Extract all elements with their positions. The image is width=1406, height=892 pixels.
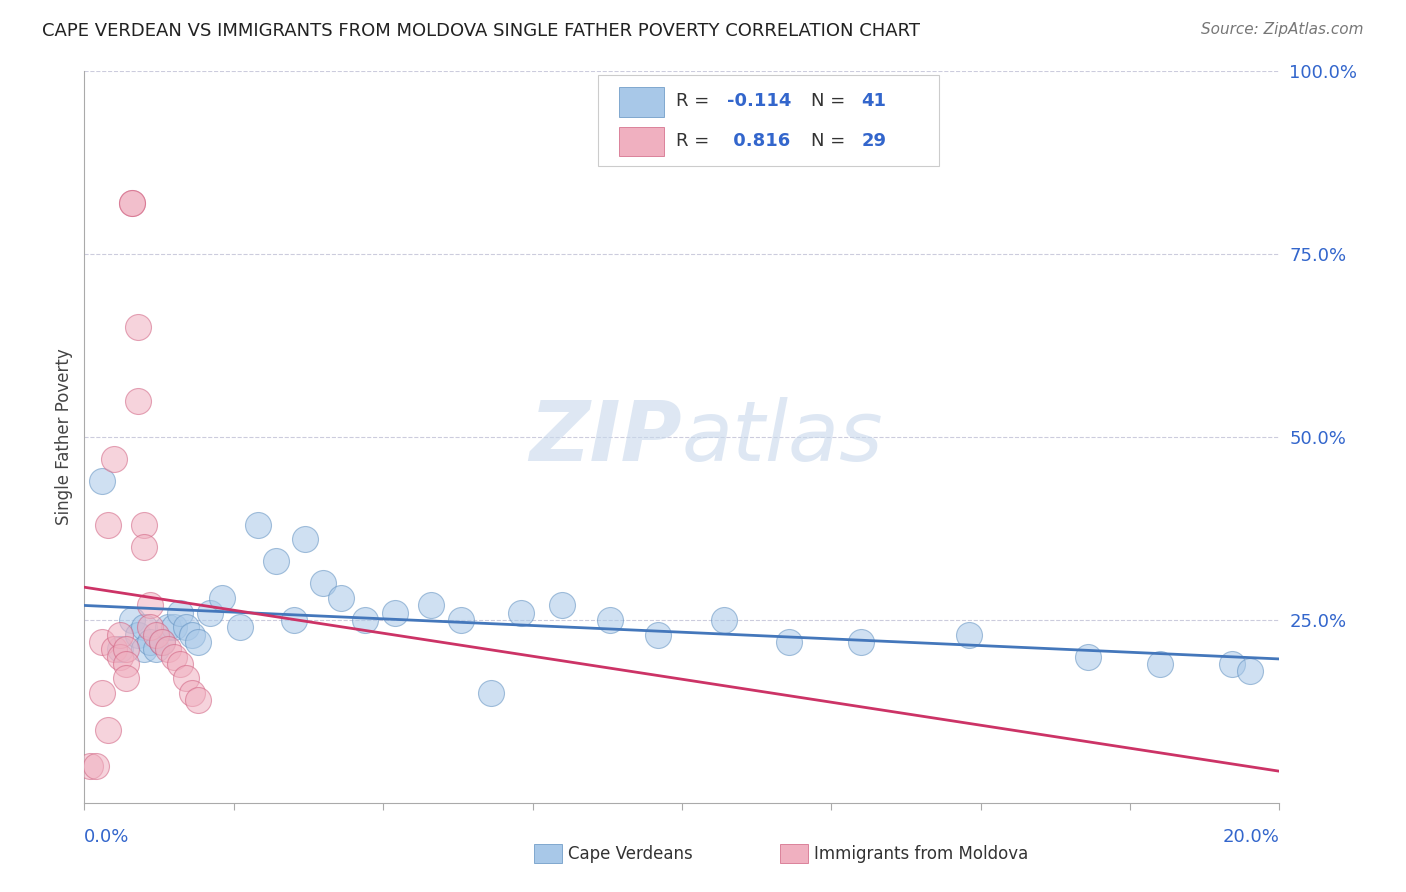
- Point: [139, 635, 162, 649]
- Point: [115, 642, 138, 657]
- Point: [132, 540, 156, 554]
- Point: [187, 693, 209, 707]
- Point: [91, 474, 114, 488]
- FancyBboxPatch shape: [599, 75, 939, 167]
- Text: Source: ZipAtlas.com: Source: ZipAtlas.com: [1201, 22, 1364, 37]
- Point: [86, 759, 108, 773]
- Point: [163, 620, 186, 634]
- Point: [211, 591, 233, 605]
- Point: [294, 533, 316, 547]
- Text: ZIP: ZIP: [529, 397, 682, 477]
- Point: [121, 196, 143, 211]
- Point: [779, 635, 801, 649]
- Text: -0.114: -0.114: [727, 93, 792, 111]
- Point: [127, 320, 149, 334]
- Point: [264, 554, 287, 568]
- Point: [187, 635, 209, 649]
- Point: [150, 635, 173, 649]
- Point: [1149, 657, 1171, 671]
- Point: [174, 620, 197, 634]
- Point: [145, 642, 167, 657]
- Text: 29: 29: [862, 132, 886, 150]
- Point: [110, 627, 132, 641]
- Point: [127, 627, 149, 641]
- Point: [97, 723, 120, 737]
- Point: [163, 649, 186, 664]
- Text: N =: N =: [811, 93, 851, 111]
- Point: [121, 613, 143, 627]
- Point: [97, 517, 120, 532]
- Point: [110, 642, 132, 657]
- Text: Immigrants from Moldova: Immigrants from Moldova: [814, 845, 1028, 863]
- Point: [79, 759, 101, 773]
- Point: [91, 686, 114, 700]
- Point: [150, 635, 173, 649]
- Point: [551, 599, 574, 613]
- Bar: [619, 87, 664, 117]
- Point: [354, 613, 377, 627]
- Point: [169, 657, 191, 671]
- Point: [283, 613, 305, 627]
- Text: 0.816: 0.816: [727, 132, 790, 150]
- Point: [1239, 664, 1261, 678]
- Point: [420, 599, 443, 613]
- Point: [169, 606, 191, 620]
- Text: N =: N =: [811, 132, 851, 150]
- Point: [599, 613, 621, 627]
- Point: [157, 620, 180, 634]
- Point: [115, 672, 138, 686]
- Point: [103, 452, 125, 467]
- Point: [1077, 649, 1099, 664]
- Point: [132, 642, 156, 657]
- Point: [957, 627, 980, 641]
- Point: [1220, 657, 1243, 671]
- Point: [132, 517, 156, 532]
- Point: [110, 649, 132, 664]
- Point: [174, 672, 197, 686]
- Point: [157, 642, 180, 657]
- Point: [713, 613, 735, 627]
- Text: CAPE VERDEAN VS IMMIGRANTS FROM MOLDOVA SINGLE FATHER POVERTY CORRELATION CHART: CAPE VERDEAN VS IMMIGRANTS FROM MOLDOVA …: [42, 22, 920, 40]
- Text: R =: R =: [676, 132, 714, 150]
- Point: [330, 591, 353, 605]
- Bar: [619, 127, 664, 156]
- Point: [139, 599, 162, 613]
- Point: [246, 517, 269, 532]
- Y-axis label: Single Father Poverty: Single Father Poverty: [55, 349, 73, 525]
- Point: [384, 606, 406, 620]
- Point: [228, 620, 252, 634]
- Point: [103, 642, 125, 657]
- Point: [181, 627, 204, 641]
- Text: R =: R =: [676, 93, 714, 111]
- Point: [139, 620, 162, 634]
- Point: [91, 635, 114, 649]
- Point: [450, 613, 472, 627]
- Point: [121, 196, 143, 211]
- Point: [198, 606, 221, 620]
- Point: [509, 606, 531, 620]
- Point: [479, 686, 502, 700]
- Point: [181, 686, 204, 700]
- Text: 20.0%: 20.0%: [1223, 828, 1279, 846]
- Point: [132, 620, 156, 634]
- Point: [145, 627, 167, 641]
- Text: 0.0%: 0.0%: [84, 828, 129, 846]
- Text: atlas: atlas: [682, 397, 883, 477]
- Point: [127, 393, 149, 408]
- Text: Cape Verdeans: Cape Verdeans: [568, 845, 693, 863]
- Point: [647, 627, 669, 641]
- Point: [115, 657, 138, 671]
- Text: 41: 41: [862, 93, 886, 111]
- Point: [312, 576, 335, 591]
- Point: [851, 635, 873, 649]
